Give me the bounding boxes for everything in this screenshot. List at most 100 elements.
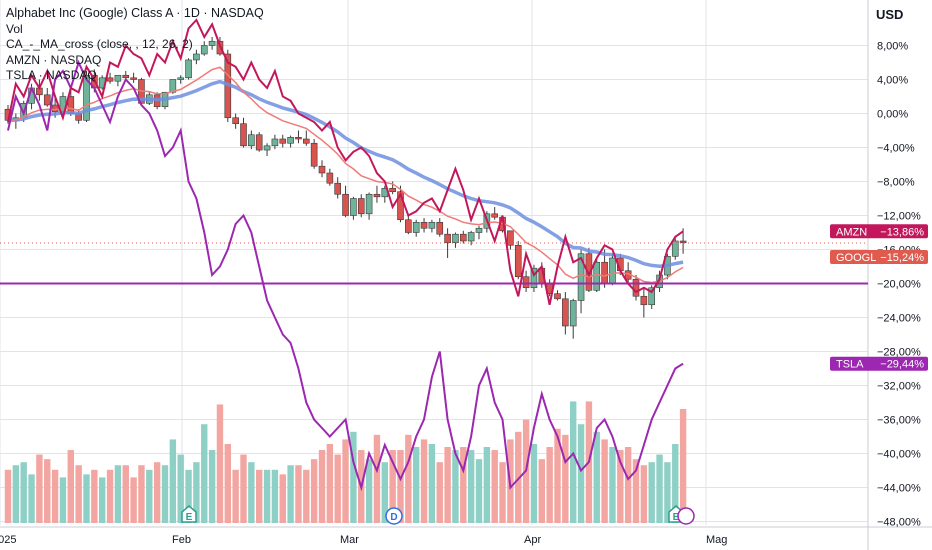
candle-body bbox=[397, 191, 404, 221]
candle-body bbox=[130, 77, 137, 80]
x-tick-label: Mag bbox=[706, 534, 727, 546]
y-tick-label: 0,00% bbox=[877, 109, 908, 121]
y-tick-label: −36,00% bbox=[877, 415, 921, 427]
legend-amzn[interactable]: AMZN · NASDAQ bbox=[6, 52, 102, 67]
candle-body bbox=[601, 261, 608, 284]
volume-bar bbox=[672, 443, 679, 523]
volume-bar bbox=[436, 462, 443, 523]
candle-body bbox=[522, 276, 530, 289]
price-badge-value: −13,86% bbox=[880, 226, 924, 238]
volume-bar bbox=[413, 447, 420, 523]
googl-candle bbox=[365, 192, 373, 220]
volume-bar bbox=[617, 450, 624, 523]
legend-title[interactable]: Alphabet Inc (Google) Class A · 1D · NAS… bbox=[6, 6, 264, 20]
event-marker[interactable]: D bbox=[385, 507, 403, 525]
googl-candle bbox=[326, 168, 334, 186]
volume-bar bbox=[679, 409, 687, 523]
volume-bar bbox=[177, 454, 184, 523]
googl-candle bbox=[295, 130, 302, 144]
volume-bars bbox=[4, 401, 687, 523]
volume-bar bbox=[310, 459, 318, 523]
volume-bar bbox=[67, 450, 74, 523]
googl-candle bbox=[530, 264, 538, 292]
volume-bar bbox=[51, 469, 59, 523]
event-marker[interactable]: E bbox=[181, 505, 197, 523]
price-badge-amzn: AMZN −13,86% bbox=[830, 224, 928, 239]
y-tick-label: −40,00% bbox=[877, 449, 921, 461]
event-marker-shape bbox=[181, 505, 197, 523]
googl-candle bbox=[507, 230, 514, 250]
candle-body bbox=[436, 222, 444, 235]
volume-bar bbox=[59, 477, 67, 523]
googl-candle bbox=[255, 132, 263, 152]
googl-candle bbox=[648, 285, 656, 309]
googl-candle bbox=[514, 241, 522, 280]
volume-bar bbox=[153, 462, 161, 523]
price-badge-bg bbox=[830, 356, 928, 371]
y-tick-label: −32,00% bbox=[877, 381, 921, 393]
volume-bar bbox=[169, 439, 177, 523]
volume-bar bbox=[491, 450, 498, 523]
volume-bar bbox=[36, 454, 43, 523]
price-axis: 8,00%4,00%0,00%−4,00%−8,00%−12,00%−16,00… bbox=[877, 41, 921, 529]
volume-bar bbox=[342, 439, 349, 523]
googl-candle bbox=[130, 72, 137, 83]
event-marker-letter: E bbox=[186, 512, 193, 523]
googl-candle bbox=[444, 228, 451, 258]
candle-body bbox=[648, 287, 656, 306]
price-badge-name: TSLA bbox=[836, 359, 864, 371]
y-tick-label: −8,00% bbox=[877, 177, 915, 189]
candle-body bbox=[271, 138, 279, 147]
legend-tsla[interactable]: TSLA · NASDAQ bbox=[6, 68, 97, 82]
event-marker[interactable] bbox=[677, 507, 695, 525]
googl-candle bbox=[420, 218, 428, 233]
volume-bar bbox=[318, 450, 326, 523]
googl-candle bbox=[114, 74, 122, 87]
price-badge-tsla: TSLA −29,44% bbox=[830, 356, 928, 371]
price-badge-bg bbox=[830, 250, 928, 265]
y-tick-label: 8,00% bbox=[877, 41, 908, 53]
candle-body bbox=[507, 230, 514, 246]
candle-body bbox=[334, 182, 342, 195]
volume-bar bbox=[256, 469, 263, 523]
googl-candle bbox=[585, 247, 593, 292]
candle-body bbox=[310, 142, 318, 167]
googl-candle bbox=[232, 113, 239, 129]
googl-candle bbox=[357, 194, 365, 218]
candle-body bbox=[177, 77, 184, 80]
chart-legend: Alphabet Inc (Google) Class A · 1D · NAS… bbox=[6, 6, 264, 84]
volume-bar bbox=[146, 469, 153, 523]
volume-bar bbox=[138, 465, 145, 523]
candle-body bbox=[122, 74, 130, 79]
candle-body bbox=[530, 267, 538, 289]
legend-ma-cross[interactable]: CA_-_MA_cross (close, , 12, 26, 2) bbox=[6, 37, 193, 51]
y-tick-label: −24,00% bbox=[877, 313, 921, 325]
event-marker-letter: D bbox=[390, 512, 397, 523]
volume-bar bbox=[4, 469, 12, 523]
volume-bar bbox=[106, 469, 114, 523]
googl-candle bbox=[428, 219, 436, 233]
candle-body bbox=[365, 193, 373, 215]
volume-bar bbox=[648, 462, 655, 523]
volume-bar bbox=[232, 469, 239, 523]
volume-bar bbox=[99, 477, 106, 523]
candle-body bbox=[420, 222, 428, 229]
volume-bar bbox=[287, 465, 294, 523]
googl-candle bbox=[467, 230, 475, 246]
candle-body bbox=[326, 172, 334, 184]
volume-bar bbox=[295, 465, 302, 523]
currency-label[interactable]: USD bbox=[876, 7, 904, 22]
amzn-line bbox=[7, 18, 684, 306]
candle-body bbox=[459, 233, 467, 242]
volume-bar bbox=[381, 462, 388, 523]
y-tick-label: −20,00% bbox=[877, 279, 921, 291]
volume-bar bbox=[20, 462, 27, 523]
volume-bar bbox=[114, 465, 122, 523]
legend-vol[interactable]: Vol bbox=[6, 21, 23, 36]
candle-body bbox=[185, 59, 192, 79]
volume-bar bbox=[397, 450, 404, 523]
candle-body bbox=[514, 244, 522, 278]
candle-body bbox=[279, 138, 287, 144]
